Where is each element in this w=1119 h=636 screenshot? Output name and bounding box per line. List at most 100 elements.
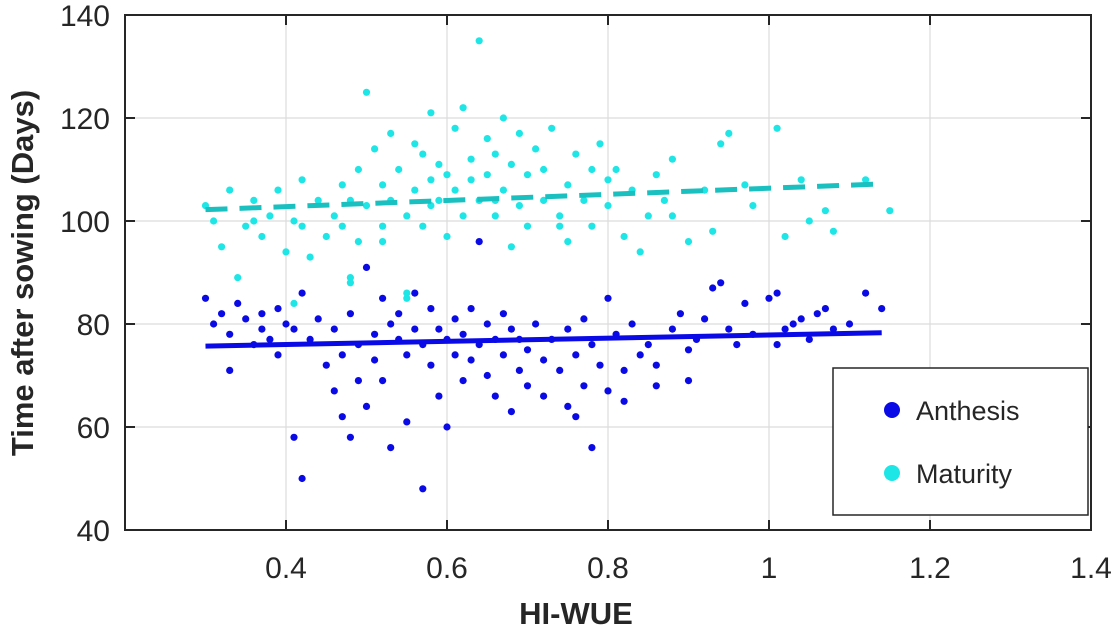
maturity-trend-line: [205, 181, 882, 213]
anthesis-point: [338, 413, 346, 421]
anthesis-point: [564, 402, 572, 410]
maturity-point: [588, 165, 596, 174]
maturity-point: [483, 171, 491, 179]
maturity-point: [362, 88, 371, 96]
maturity-point: [612, 165, 620, 174]
maturity-point: [210, 217, 218, 225]
anthesis-point: [515, 366, 524, 374]
anthesis-point: [604, 387, 612, 395]
anthesis-point: [459, 377, 467, 385]
maturity-point: [564, 181, 572, 189]
anthesis-point: [701, 315, 709, 323]
maturity-point: [274, 186, 282, 194]
anthesis-point: [797, 315, 805, 323]
maturity-point: [403, 212, 411, 220]
maturity-point: [411, 140, 419, 148]
anthesis-point: [507, 408, 515, 416]
anthesis-point: [572, 413, 580, 421]
anthesis-point: [829, 325, 838, 333]
maturity-point: [741, 181, 749, 189]
maturity-point: [588, 222, 596, 230]
anthesis-point: [499, 310, 507, 318]
anthesis-point: [684, 346, 693, 354]
maturity-point: [427, 202, 435, 210]
maturity-point: [306, 253, 314, 261]
anthesis-point: [813, 310, 821, 318]
maturity-point: [443, 171, 451, 179]
maturity-point: [499, 186, 507, 194]
anthesis-point: [523, 382, 532, 390]
maturity-point: [556, 222, 564, 230]
anthesis-point: [290, 325, 298, 333]
anthesis-point: [628, 320, 636, 328]
maturity-point: [419, 222, 427, 230]
maturity-point: [717, 140, 725, 148]
anthesis-point: [290, 433, 298, 441]
maturity-point: [644, 212, 652, 220]
maturity-point: [668, 155, 677, 163]
anthesis-point: [435, 392, 443, 400]
anthesis-point: [652, 382, 660, 390]
maturity-point: [467, 155, 475, 163]
anthesis-point: [878, 305, 886, 313]
anthesis-point: [274, 351, 282, 359]
anthesis-point: [862, 289, 870, 297]
anthesis-point: [387, 320, 395, 328]
anthesis-point: [379, 377, 387, 385]
anthesis-point: [620, 366, 628, 374]
anthesis-point: [411, 325, 419, 333]
anthesis-point: [540, 392, 548, 400]
anthesis-point: [282, 320, 290, 328]
anthesis-point: [322, 361, 330, 369]
anthesis-point: [684, 377, 693, 385]
anthesis-point: [298, 289, 306, 297]
maturity-point: [636, 248, 644, 256]
x-tick-label: 0.6: [426, 552, 468, 585]
maturity-point: [226, 186, 234, 194]
maturity-point: [411, 186, 419, 194]
x-tick-label: 1.4: [1070, 552, 1112, 585]
anthesis-trend-line: [205, 330, 882, 349]
anthesis-point: [773, 341, 781, 349]
legend-box: [832, 367, 1089, 516]
x-tick-label: 1: [761, 552, 778, 585]
anthesis-point: [395, 310, 403, 318]
x-tick-label: 0.8: [587, 552, 629, 585]
maturity-point: [346, 274, 354, 282]
anthesis-point: [451, 351, 459, 359]
anthesis-point: [572, 351, 580, 359]
anthesis-point: [483, 320, 491, 328]
anthesis-point: [387, 444, 395, 452]
maturity-point: [886, 207, 894, 215]
maturity-point: [829, 227, 838, 235]
anthesis-point: [274, 305, 282, 313]
maturity-point: [298, 222, 306, 230]
maturity-point: [725, 129, 733, 137]
maturity-point: [427, 176, 435, 184]
maturity-point: [330, 212, 338, 220]
maturity-point: [379, 181, 387, 189]
maturity-point: [459, 104, 467, 112]
anthesis-point: [258, 325, 266, 333]
maturity-point: [419, 150, 427, 158]
anthesis-point: [467, 305, 475, 313]
maturity-point: [572, 150, 580, 158]
maturity-point: [379, 222, 387, 230]
maturity-point: [507, 243, 515, 251]
maturity-point: [491, 212, 499, 220]
anthesis-point: [709, 284, 717, 292]
anthesis-point: [435, 325, 443, 333]
anthesis-point: [306, 335, 314, 343]
maturity-point: [604, 202, 612, 210]
anthesis-point: [845, 320, 854, 328]
anthesis-point: [451, 315, 459, 323]
y-tick-label: 40: [77, 515, 110, 548]
maturity-point: [821, 207, 830, 215]
maturity-point: [250, 196, 258, 204]
maturity-point: [218, 243, 226, 251]
anthesis-point: [330, 387, 338, 395]
anthesis-point: [491, 392, 499, 400]
maturity-point: [451, 186, 459, 194]
anthesis-point: [580, 382, 588, 390]
